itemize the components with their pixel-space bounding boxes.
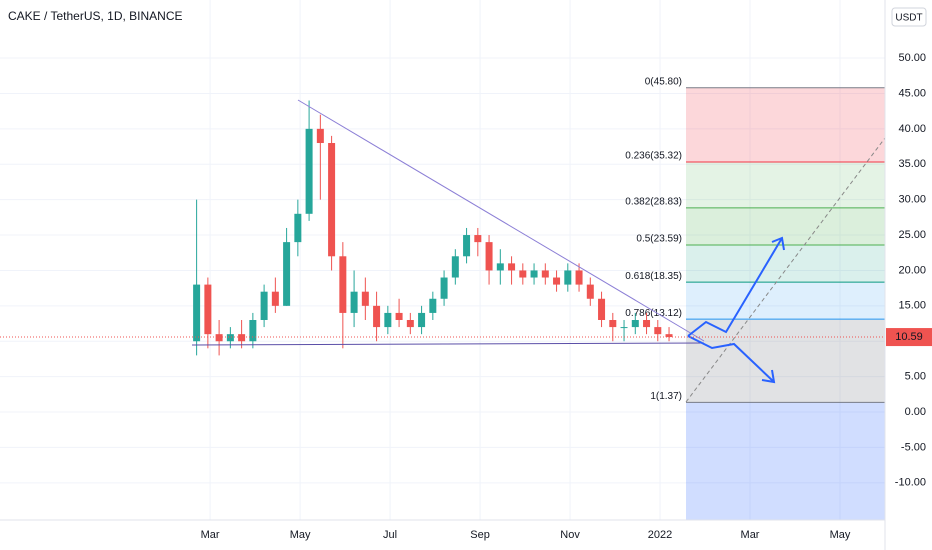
candle-body [283,242,291,306]
candle-body [485,242,493,271]
candle-body [361,291,369,306]
last-price-label: 10.59 [895,331,923,343]
candle-body [249,320,257,342]
fib-zone [686,245,885,283]
candle-body [193,284,201,342]
y-tick-label: 35.00 [898,158,926,170]
x-tick-label: Sep [470,529,490,541]
y-tick-label: 15.00 [898,300,926,312]
currency[interactable]: USDT [895,13,922,24]
candle-body [238,334,246,342]
candle-body [316,128,324,144]
candle-body [541,270,549,278]
candle-body [609,320,617,328]
last-price-box [886,328,932,347]
up-arrow [687,237,783,337]
candle-body [204,284,212,335]
candle-body [215,334,223,342]
y-tick-label: 0.00 [905,406,926,418]
y-tick-label: -10.00 [895,477,926,489]
candle-body [440,277,448,299]
fib-label: 0.618(18.35) [625,271,682,282]
candle-body [328,143,336,257]
trend-line [297,99,705,342]
candle-body [260,291,268,320]
candle-body [350,291,358,313]
y-tick-label: 20.00 [898,264,926,276]
chart-title: CAKE / TetherUS, 1D, BINANCE [8,9,183,23]
fib-label: 0.382(28.83) [625,197,682,208]
y-tick-label: 45.00 [898,87,926,99]
y-tick-label: 30.00 [898,194,926,206]
fib-label: 1(1.37) [650,391,682,402]
candle-body [564,270,572,285]
x-tick-label: Jul [383,529,397,541]
fib-label: 0.5(23.59) [636,234,682,245]
candle-body [575,270,583,285]
fib-zone [686,87,885,162]
x-tick-label: May [830,529,851,541]
candle-body [553,277,561,285]
candle-body [496,263,504,271]
x-tick-label: Mar [201,529,220,541]
y-tick-label: 5.00 [905,371,926,383]
y-tick-label: 50.00 [898,52,926,64]
fib-label: 0.786(13.12) [625,308,682,319]
fib-label: 0.236(35.32) [625,151,682,162]
fib-zone [686,319,885,403]
x-tick-label: May [290,529,311,541]
candle-body [620,327,628,329]
down-arrow [687,335,775,383]
candle-body [598,298,606,320]
candle-body [665,334,673,338]
fib-zone [686,161,885,208]
fib-zone [686,207,885,246]
candle-body [339,256,347,313]
candle-body [508,263,516,271]
y-tick-label: 40.00 [898,123,926,135]
candle-body [654,327,662,335]
y-tick-label: -5.00 [901,441,926,453]
candle-body [373,305,381,328]
y-tick-label: 25.00 [898,229,926,241]
candle-body [586,284,594,299]
fib-zone [686,282,885,320]
x-tick-label: Mar [741,529,760,541]
down-arrow-head [761,369,776,384]
candle-body [530,270,538,278]
candle-body [294,213,302,243]
candle-body [418,312,426,328]
dashed-line [685,137,886,403]
fib-zone [686,402,885,520]
up-arrow-head [771,236,785,251]
currency-box[interactable] [891,7,927,27]
candle-body [395,312,403,320]
candle-body [474,235,482,243]
candle-body [463,235,471,257]
candle-body [519,270,527,278]
candle-body [226,334,234,342]
x-tick-label: 2022 [648,529,672,541]
candle-body [271,291,279,306]
candle-body [429,298,437,313]
candle-body [305,128,313,214]
x-tick-label: Nov [560,529,580,541]
candle-body [406,320,414,328]
candle-body [451,256,459,278]
candle-body [631,320,639,328]
support-line [191,342,705,346]
candle-body [643,320,651,328]
candle-body [384,312,392,328]
fib-label: 0(45.80) [645,76,682,87]
